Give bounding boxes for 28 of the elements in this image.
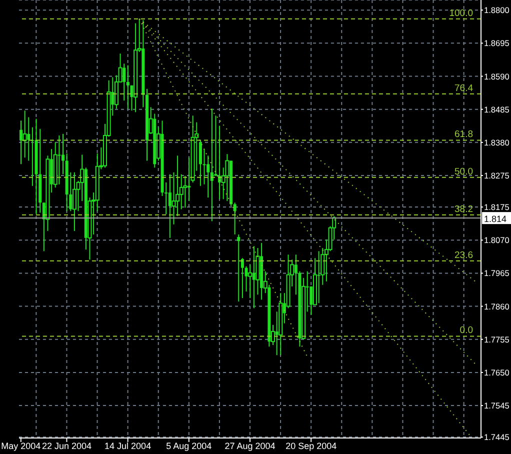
annotation: 100.0 (449, 8, 473, 19)
x-tick-label: 5 Aug 2004 (166, 441, 212, 451)
x-tick-label: 20 Sep 2004 (286, 441, 337, 451)
y-tick-label: 1.7545 (484, 400, 510, 411)
annotation: 50.0 (454, 166, 473, 178)
ref-line-label: 1.814 (484, 214, 507, 224)
annotation: 61.8 (454, 129, 473, 140)
y-tick-label: 1.8800 (484, 5, 510, 16)
y-tick-label: 1.8380 (484, 137, 510, 148)
annotation: 0.0 (460, 325, 473, 336)
y-tick-label: 1.8590 (484, 71, 510, 82)
annotation: 38.2 (454, 204, 473, 215)
y-tick-label: 1.7650 (484, 367, 510, 378)
y-tick-label: 1.8175 (484, 202, 510, 212)
y-tick-label: 1.8070 (484, 235, 510, 246)
annotation: 76.4 (454, 82, 473, 94)
x-tick-label: 14 Jul 2004 (104, 441, 152, 451)
y-tick-label: 1.7755 (484, 334, 510, 344)
annotation: 23.6 (454, 250, 473, 261)
y-tick-label: 1.8695 (484, 38, 510, 48)
x-tick-label: May 2004 (1, 441, 41, 451)
x-tick-label: 22 Jun 2004 (42, 441, 92, 451)
x-tick-label: 27 Aug 2004 (224, 441, 276, 451)
y-tick-label: 1.8485 (484, 104, 510, 114)
y-tick-label: 1.7445 (484, 432, 510, 442)
y-tick-label: 1.7965 (484, 268, 510, 278)
y-tick-label: 1.8275 (484, 170, 510, 181)
y-tick-label: 1.7860 (484, 301, 510, 312)
